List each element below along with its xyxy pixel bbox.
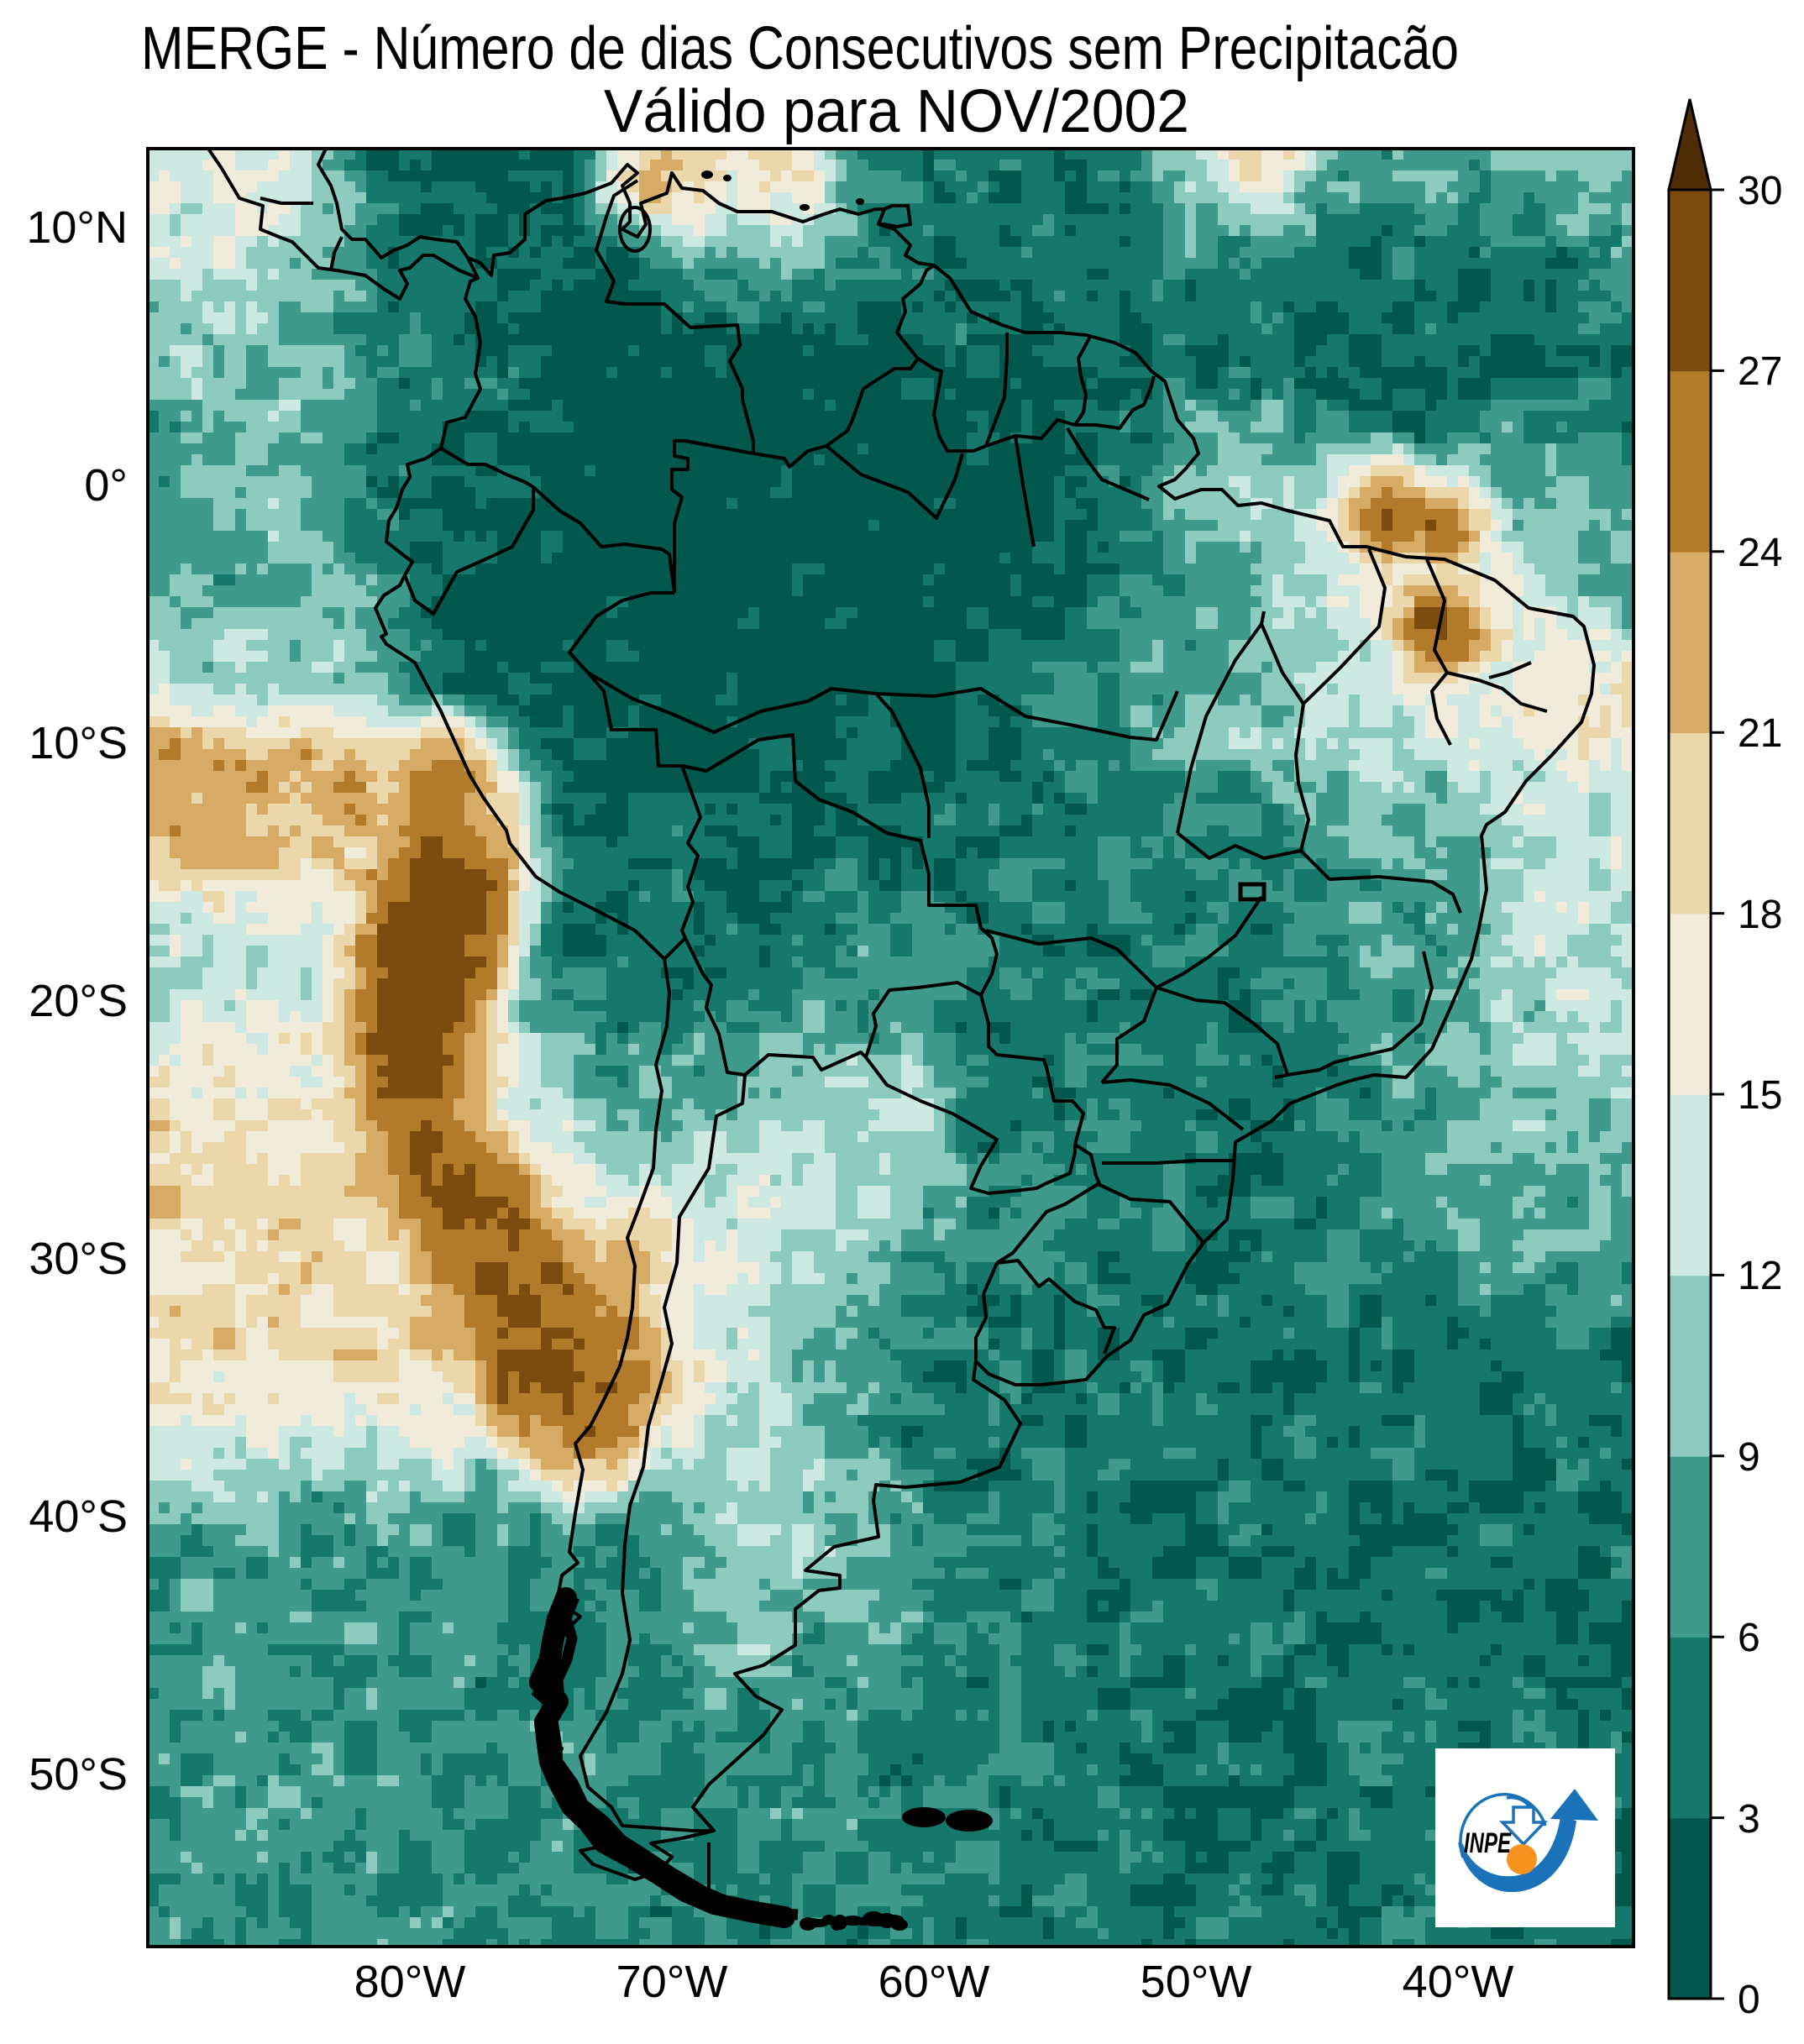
svg-text:30°S: 30°S — [29, 1234, 128, 1284]
svg-text:INPE: INPE — [1464, 1827, 1512, 1859]
svg-text:10°S: 10°S — [29, 718, 128, 768]
svg-text:21: 21 — [1738, 711, 1782, 756]
svg-text:10°N: 10°N — [26, 202, 128, 253]
svg-text:30: 30 — [1738, 169, 1782, 213]
svg-text:50°W: 50°W — [1141, 1957, 1252, 2007]
svg-text:6: 6 — [1738, 1616, 1760, 1660]
svg-text:3: 3 — [1738, 1797, 1760, 1842]
svg-text:70°W: 70°W — [616, 1957, 728, 2007]
svg-text:0: 0 — [1738, 1978, 1760, 2022]
svg-text:Válido para NOV/2002: Válido para NOV/2002 — [604, 78, 1189, 145]
svg-text:40°W: 40°W — [1403, 1957, 1514, 2007]
svg-text:20°S: 20°S — [29, 976, 128, 1026]
svg-text:MERGE - Número de dias Consecu: MERGE - Número de dias Consecutivos sem … — [141, 15, 1459, 82]
svg-text:40°S: 40°S — [29, 1491, 128, 1542]
svg-text:24: 24 — [1738, 531, 1782, 575]
svg-text:50°S: 50°S — [29, 1749, 128, 1800]
svg-text:18: 18 — [1738, 893, 1782, 937]
svg-text:12: 12 — [1738, 1254, 1782, 1298]
svg-text:60°W: 60°W — [878, 1957, 990, 2007]
svg-text:9: 9 — [1738, 1435, 1760, 1480]
svg-text:0°: 0° — [84, 460, 128, 511]
svg-text:27: 27 — [1738, 349, 1782, 394]
svg-text:15: 15 — [1738, 1073, 1782, 1118]
svg-text:80°W: 80°W — [354, 1957, 466, 2007]
